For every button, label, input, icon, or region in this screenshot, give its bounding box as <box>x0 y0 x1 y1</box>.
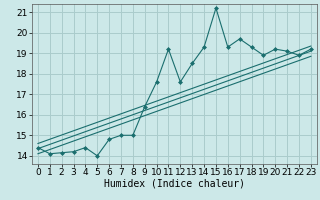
X-axis label: Humidex (Indice chaleur): Humidex (Indice chaleur) <box>104 179 245 189</box>
